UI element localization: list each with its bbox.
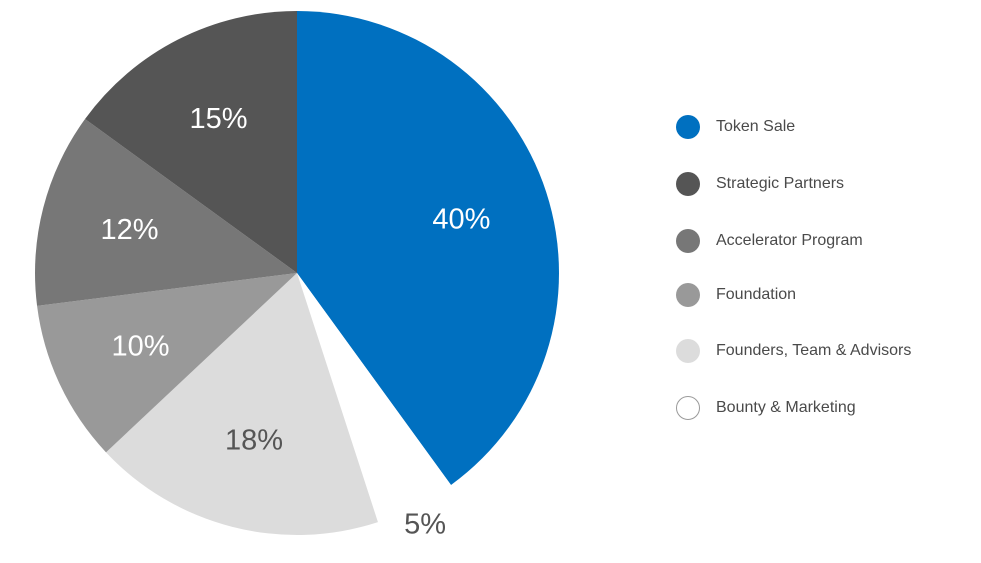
legend-swatch (676, 283, 700, 307)
pie-slice-founders-team-advisors (106, 273, 378, 536)
legend-label: Accelerator Program (716, 232, 863, 249)
pie-slice-token-sale (297, 11, 559, 485)
legend-item-founders-team-advisors: Founders, Team & Advisors (676, 337, 911, 365)
legend-swatch (676, 115, 700, 139)
slice-value-label: 10% (112, 331, 170, 363)
legend-swatch (676, 172, 700, 196)
legend-item-foundation: Foundation (676, 281, 796, 309)
legend-item-accelerator-program: Accelerator Program (676, 227, 863, 255)
slice-value-label: 15% (189, 103, 247, 135)
legend-item-strategic-partners: Strategic Partners (676, 170, 844, 198)
pie-slice-bounty-marketing (297, 273, 451, 523)
pie-slice-strategic-partners (85, 11, 297, 273)
slice-value-label: 12% (100, 214, 158, 246)
legend-label: Strategic Partners (716, 175, 845, 192)
legend-label: Bounty & Marketing (716, 399, 856, 416)
pie-chart-area: 40% 5% 18% 10% 12% 15% (35, 11, 559, 540)
pie-chart: 40% 5% 18% 10% 12% 15% (35, 11, 559, 540)
legend-swatch (676, 229, 700, 253)
slice-value-label: 18% (225, 424, 283, 456)
slice-value-label: 5% (404, 508, 446, 540)
legend-swatch (676, 339, 700, 363)
legend-item-token-sale: Token Sale (676, 113, 795, 141)
pie-slice-accelerator-program (35, 119, 298, 306)
slice-value-label: 40% (432, 204, 490, 236)
legend-label: Foundation (716, 286, 797, 303)
pie-slice-foundation (37, 273, 297, 453)
legend-label: Token Sale (716, 118, 796, 135)
legend-swatch (676, 396, 700, 420)
legend-item-bounty-marketing: Bounty & Marketing (676, 394, 856, 422)
legend-label: Founders, Team & Advisors (716, 342, 912, 359)
